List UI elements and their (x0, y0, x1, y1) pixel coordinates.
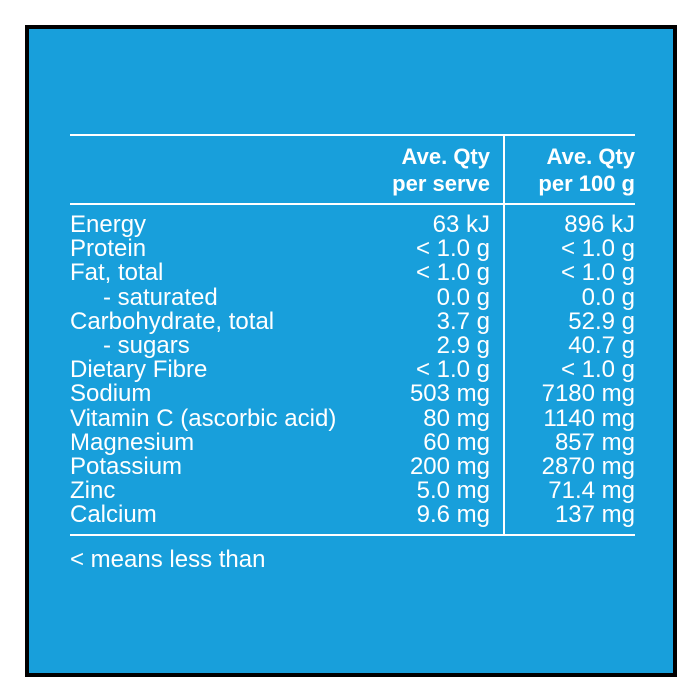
per-100g-value: 896 kJ (564, 211, 635, 238)
nutrient-name: Fat, total (70, 259, 164, 287)
per-100g-value: 2870 mg (541, 452, 635, 480)
per-100g-value: 137 mg (554, 501, 635, 529)
column-header-per-serve-line1: Ave. Qty (401, 144, 490, 169)
per-serve-value: < 1.0 g (415, 259, 490, 287)
per-serve-value: 63 kJ (432, 211, 490, 238)
nutrition-information-panel: Ave. Qty per serve Ave. Qty per 100 g En… (29, 29, 673, 673)
per-100g-value: 40.7 g (568, 331, 635, 359)
nutrient-name: Sodium (70, 380, 152, 408)
nutrient-name: Vitamin C (ascorbic acid) (70, 404, 337, 432)
table-row: - saturated 0.0 g 0.0 g (70, 283, 635, 311)
column-header-per-serve-line2: per serve (392, 171, 490, 196)
table-row: Potassium 200 mg 2870 mg (70, 452, 635, 480)
per-serve-value: 3.7 g (436, 307, 490, 335)
per-serve-value: 200 mg (409, 452, 490, 480)
nutrient-name: Calcium (70, 501, 157, 529)
per-100g-value: 1140 mg (543, 404, 635, 432)
table-bottom-rule (70, 534, 635, 536)
per-100g-value: 52.9 g (568, 307, 635, 335)
nutrition-panel-frame: Ave. Qty per serve Ave. Qty per 100 g En… (25, 25, 677, 677)
per-100g-value: 857 mg (554, 428, 635, 456)
per-100g-value: 0.0 g (581, 283, 635, 311)
nutrient-name: Dietary Fibre (70, 356, 208, 384)
column-header-per-100g-line1: Ave. Qty (546, 144, 635, 169)
per-serve-value: 0.0 g (436, 283, 490, 311)
table-row: - sugars 2.9 g 40.7 g (70, 331, 635, 359)
per-serve-value: 5.0 mg (416, 477, 490, 505)
per-serve-value: 9.6 mg (416, 501, 490, 529)
per-serve-value: 60 mg (423, 428, 490, 456)
per-serve-value: < 1.0 g (415, 356, 490, 384)
table-row: Calcium 9.6 mg 137 mg (70, 503, 635, 527)
nutrient-name: Energy (70, 211, 147, 238)
per-serve-value: 503 mg (409, 380, 490, 408)
nutrient-name: Magnesium (70, 428, 195, 456)
nutrient-name: Protein (70, 235, 147, 263)
column-header-per-serve: Ave. Qty per serve (392, 143, 490, 197)
per-100g-value: < 1.0 g (560, 259, 635, 287)
nutrient-name: Potassium (70, 452, 183, 480)
per-serve-value: 2.9 g (436, 331, 490, 359)
nutrient-rows: Energy 63 kJ 896 kJ Protein < 1.0 g < 1.… (70, 213, 635, 527)
per-100g-value: < 1.0 g (560, 356, 635, 384)
nutrient-name: Zinc (70, 477, 116, 505)
table-top-rule (70, 134, 635, 136)
column-divider (503, 134, 505, 536)
table-row: Protein < 1.0 g < 1.0 g (70, 237, 635, 261)
column-header-per-100g-line2: per 100 g (538, 171, 635, 196)
per-100g-value: 71.4 mg (548, 477, 635, 505)
table-row: Magnesium 60 mg 857 mg (70, 428, 635, 456)
table-row: Zinc 5.0 mg 71.4 mg (70, 479, 635, 503)
per-100g-value: 7180 mg (541, 380, 635, 408)
table-row: Energy 63 kJ 896 kJ (70, 213, 635, 237)
header-bottom-rule (70, 203, 635, 205)
nutrient-name: Carbohydrate, total (70, 307, 275, 335)
table-row: Fat, total < 1.0 g < 1.0 g (70, 261, 635, 285)
nutrient-name: - sugars (103, 331, 190, 359)
table-row: Sodium 503 mg 7180 mg (70, 382, 635, 406)
per-serve-value: 80 mg (423, 404, 490, 432)
table-row: Dietary Fibre < 1.0 g < 1.0 g (70, 358, 635, 382)
footnote: < means less than (70, 546, 266, 573)
per-serve-value: < 1.0 g (415, 235, 490, 263)
per-100g-value: < 1.0 g (560, 235, 635, 263)
table-row: Vitamin C (ascorbic acid) 80 mg 1140 mg (70, 404, 635, 432)
table-row: Carbohydrate, total 3.7 g 52.9 g (70, 307, 635, 335)
nutrient-name: - saturated (103, 283, 218, 311)
column-header-per-100g: Ave. Qty per 100 g (538, 143, 635, 197)
